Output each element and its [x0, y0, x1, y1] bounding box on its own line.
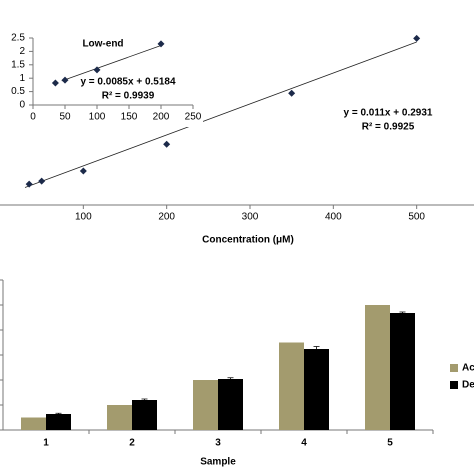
- bar: [279, 342, 304, 430]
- data-point: [288, 89, 296, 97]
- trendline: [61, 45, 162, 82]
- equation: y = 0.0085x + 0.5184: [80, 77, 176, 88]
- trendline: [24, 41, 417, 188]
- inset-background: [3, 30, 203, 127]
- data-point: [93, 66, 101, 74]
- x-tick-label: 2: [129, 438, 135, 449]
- legend-swatch: [450, 364, 458, 372]
- x-tick-label: 3: [215, 438, 221, 449]
- legend-swatch: [450, 381, 458, 389]
- x-axis-label: Sample: [200, 457, 236, 468]
- y-tick-label: 2.5: [11, 33, 25, 44]
- bar: [365, 305, 390, 430]
- x-tick-label: 200: [158, 212, 175, 223]
- y-tick-label: 1: [19, 73, 25, 84]
- data-point: [79, 167, 87, 175]
- inset-title: Low-end: [82, 39, 123, 50]
- data-point: [38, 177, 46, 185]
- data-point: [51, 79, 59, 87]
- bar: [107, 405, 132, 430]
- data-point: [61, 76, 69, 84]
- bar: [304, 349, 329, 430]
- x-tick-label: 4: [301, 438, 307, 449]
- error-bar: [399, 311, 406, 314]
- error-bar: [227, 377, 234, 381]
- data-point: [163, 140, 171, 148]
- data-point: [25, 180, 33, 188]
- legend-label: Detected: [462, 380, 474, 391]
- bar: [193, 380, 218, 430]
- x-tick-label: 100: [89, 112, 106, 123]
- equation: y = 0.011x + 0.2931: [344, 108, 433, 119]
- x-axis-label: Concentration (μM): [202, 235, 294, 246]
- data-point: [157, 40, 165, 48]
- y-tick-label: 0: [19, 100, 25, 111]
- bar: [132, 400, 157, 430]
- error-bar: [313, 346, 320, 352]
- x-tick-label: 200: [153, 112, 170, 123]
- y-tick-label: 0.5: [11, 86, 25, 97]
- x-tick-label: 400: [325, 212, 342, 223]
- data-point: [413, 34, 421, 42]
- y-tick-label: 2: [19, 46, 25, 57]
- x-tick-label: 50: [59, 112, 71, 123]
- y-tick-label: 1.5: [11, 59, 25, 70]
- x-tick-label: 150: [121, 112, 138, 123]
- x-tick-label: 300: [242, 212, 259, 223]
- x-tick-label: 500: [408, 212, 425, 223]
- r-squared: R² = 0.9925: [362, 122, 415, 133]
- bar: [46, 414, 71, 430]
- x-tick-label: 100: [75, 212, 92, 223]
- legend-label: Actual: [462, 363, 474, 374]
- bar: [218, 379, 243, 430]
- x-tick-label: 0: [30, 112, 36, 123]
- error-bar: [55, 412, 62, 415]
- r-squared: R² = 0.9939: [102, 91, 155, 102]
- x-tick-label: 1: [43, 438, 49, 449]
- bar: [390, 313, 415, 430]
- bar: [21, 417, 46, 430]
- x-tick-label: 5: [387, 438, 393, 449]
- x-tick-label: 250: [185, 112, 202, 123]
- error-bar: [141, 398, 148, 401]
